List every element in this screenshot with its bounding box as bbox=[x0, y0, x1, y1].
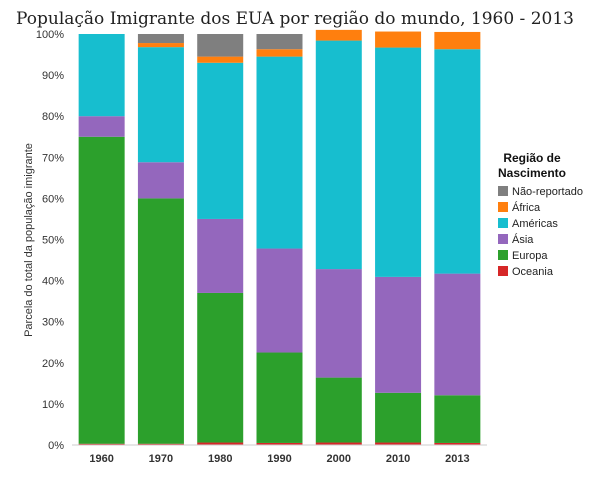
bar-segment-américas bbox=[78, 34, 125, 117]
legend-swatch bbox=[498, 266, 508, 276]
bar-segment-américas bbox=[256, 56, 303, 249]
y-tick-label: 30% bbox=[42, 317, 64, 329]
bar-segment-ásia bbox=[197, 218, 244, 293]
y-tick-label: 80% bbox=[42, 111, 64, 123]
legend-label: Américas bbox=[512, 218, 558, 230]
y-tick-label: 90% bbox=[42, 70, 64, 82]
bar-segment-ásia bbox=[256, 248, 303, 353]
x-axis-ticks: 1960 1970 1980 1990 2000 2010 2013 bbox=[89, 453, 469, 465]
x-tick-label: 1990 bbox=[267, 453, 291, 465]
y-tick-label: 100% bbox=[36, 29, 64, 41]
x-tick-label: 1980 bbox=[208, 453, 232, 465]
bar-segment-américas bbox=[375, 47, 422, 277]
y-tick-label: 20% bbox=[42, 358, 64, 370]
bar-segment-europa bbox=[78, 136, 125, 444]
legend-label: Europa bbox=[512, 250, 548, 262]
bar-segment-não-reportado bbox=[197, 34, 244, 57]
bar-segment-áfrica bbox=[375, 31, 422, 48]
chart-title: População Imigrante dos EUA por região d… bbox=[16, 9, 574, 29]
bar-group-1990 bbox=[256, 34, 303, 445]
y-tick-label: 10% bbox=[42, 399, 64, 411]
legend-swatch bbox=[498, 218, 508, 228]
bar-segment-oceania bbox=[78, 443, 125, 445]
y-tick-label: 40% bbox=[42, 276, 64, 288]
legend-label: Oceania bbox=[512, 266, 554, 278]
y-tick-label: 50% bbox=[42, 235, 64, 247]
legend-items: Não-reportado África Américas Ásia Europa Oce… bbox=[498, 186, 583, 278]
legend: Região de Nascimento Não-reportado África… bbox=[498, 151, 583, 278]
bar-segment-áfrica bbox=[256, 49, 303, 57]
bar-segment-ásia bbox=[315, 269, 362, 378]
y-tick-label: 60% bbox=[42, 193, 64, 205]
bar-segment-américas bbox=[434, 49, 481, 274]
bar-segment-áfrica bbox=[137, 43, 184, 48]
bar-group-2010 bbox=[375, 31, 422, 445]
bar-segment-ásia bbox=[78, 116, 125, 137]
bar-group-2000 bbox=[315, 29, 362, 445]
bar-segment-áfrica bbox=[315, 29, 362, 41]
legend-swatch bbox=[498, 250, 508, 260]
legend-swatch bbox=[498, 186, 508, 196]
bar-segment-europa bbox=[197, 292, 244, 443]
bar-segment-oceania bbox=[434, 442, 481, 445]
y-tick-label: 70% bbox=[42, 152, 64, 164]
y-tick-label: 0% bbox=[48, 440, 64, 452]
bar-segment-áfrica bbox=[197, 56, 244, 63]
y-axis-label: Parcela do total da população imigrante bbox=[23, 143, 35, 337]
bar-segment-américas bbox=[315, 40, 362, 270]
legend-label: Não-reportado bbox=[512, 186, 583, 198]
bar-group-1960 bbox=[78, 34, 125, 445]
x-tick-label: 2010 bbox=[386, 453, 410, 465]
bar-segment-oceania bbox=[137, 443, 184, 445]
bar-segment-oceania bbox=[375, 442, 422, 445]
legend-title-line1: Região de bbox=[503, 151, 561, 165]
legend-label: África bbox=[512, 201, 541, 214]
bar-segment-américas bbox=[197, 62, 244, 219]
bar-group-2013 bbox=[434, 31, 481, 445]
x-tick-label: 2000 bbox=[327, 453, 351, 465]
legend-label: Ásia bbox=[512, 233, 534, 246]
bar-segment-europa bbox=[375, 392, 422, 443]
legend-swatch bbox=[498, 202, 508, 212]
bar-segment-europa bbox=[315, 377, 362, 443]
bar-segment-áfrica bbox=[434, 31, 481, 50]
bar-segment-oceania bbox=[197, 442, 244, 445]
x-tick-label: 1970 bbox=[149, 453, 173, 465]
bar-segment-oceania bbox=[315, 442, 362, 445]
bar-segment-europa bbox=[434, 395, 481, 443]
bar-segment-oceania bbox=[256, 442, 303, 445]
bar-segment-não-reportado bbox=[256, 34, 303, 50]
bar-segment-ásia bbox=[434, 273, 481, 396]
bar-group-1970 bbox=[137, 34, 184, 445]
bars bbox=[72, 29, 487, 446]
bar-segment-américas bbox=[137, 47, 184, 163]
y-axis-ticks: 0% 10% 20% 30% 40% 50% 60% 70% 80% 90% 100% bbox=[36, 29, 64, 452]
bar-segment-europa bbox=[256, 352, 303, 443]
x-tick-label: 1960 bbox=[89, 453, 113, 465]
bar-segment-não-reportado bbox=[137, 34, 184, 44]
bar-segment-ásia bbox=[137, 162, 184, 199]
legend-swatch bbox=[498, 234, 508, 244]
legend-title-line2: Nascimento bbox=[498, 166, 566, 180]
x-tick-label: 2013 bbox=[445, 453, 469, 465]
bar-segment-ásia bbox=[375, 276, 422, 393]
bar-segment-europa bbox=[137, 198, 184, 444]
bar-group-1980 bbox=[197, 34, 244, 445]
